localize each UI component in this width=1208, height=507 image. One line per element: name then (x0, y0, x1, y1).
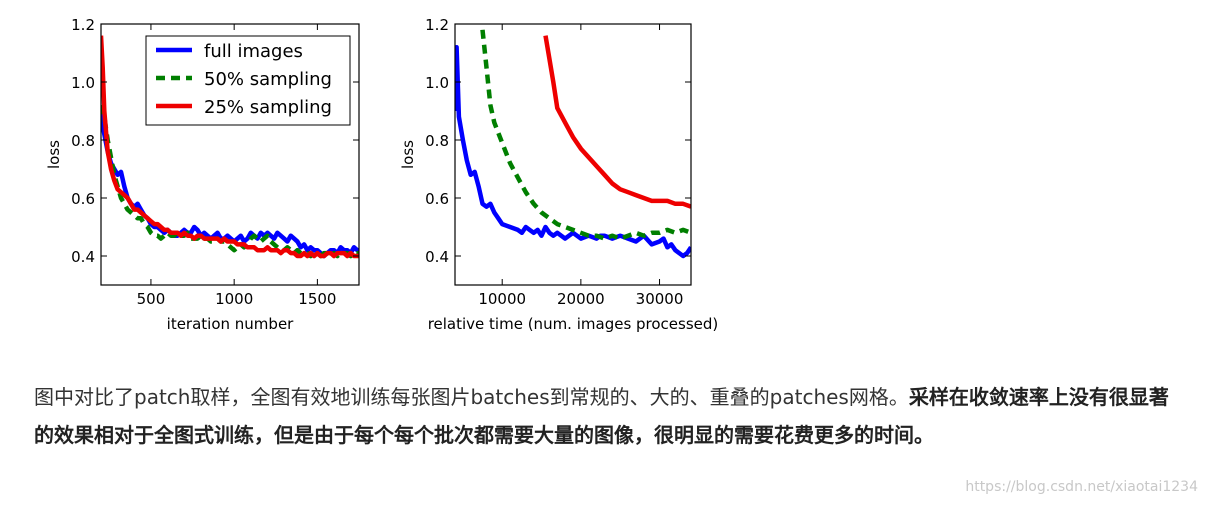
legend-box (145, 35, 351, 126)
chart-relative-time: 0.4 0.6 0.8 1.0 1.2 10000 20000 30000 relative t… (399, 16, 718, 333)
x-tick-label: 10000 (478, 290, 526, 308)
y-tick-label: 0.6 (425, 190, 449, 208)
x-tick-label: 20000 (557, 290, 605, 308)
caption-normal-text: 图中对比了patch取样，全图有效地训练每张图片batches到常规的、大的、重… (34, 385, 909, 409)
y-tick-label: 0.4 (71, 248, 95, 266)
series-line-full-images (455, 44, 691, 259)
plot-frame (100, 23, 360, 286)
y-tick-label: 0.8 (71, 132, 95, 150)
x-tick-label: 1000 (215, 290, 253, 308)
series-line-25-sampling (101, 35, 359, 259)
x-axis-label: iteration number (167, 315, 295, 333)
watermark-url: https://blog.csdn.net/xiaotai1234 (965, 479, 1198, 495)
caption-bold-text: 采样在收敛速率上没有很显著的效果相对于全图式训练，但是由于每个每个批次都需要大量… (34, 385, 1169, 447)
plot-frame (454, 23, 692, 286)
y-tick-label: 1.0 (425, 74, 449, 92)
legend-label: 25% sampling (204, 97, 332, 118)
series-line-full-images (101, 110, 359, 259)
series-line-50-sampling (480, 29, 691, 241)
x-tick-label: 30000 (636, 290, 684, 308)
y-tick-label: 0.4 (425, 248, 449, 266)
x-tick-label: 500 (137, 290, 166, 308)
caption-paragraph: 图中对比了patch取样，全图有效地训练每张图片batches到常规的、大的、重… (34, 378, 1184, 454)
y-tick-label: 0.8 (425, 132, 449, 150)
legend-label: full images (204, 41, 303, 62)
x-axis-label: relative time (num. images processed) (428, 315, 719, 333)
y-tick-label: 1.2 (425, 16, 449, 34)
series-line-50-sampling (101, 104, 359, 259)
y-tick-label: 0.6 (71, 190, 95, 208)
legend-label: 50% sampling (204, 69, 332, 90)
series-line-25-sampling (543, 35, 691, 209)
y-axis-label: loss (399, 140, 417, 169)
y-tick-label: 1.0 (71, 74, 95, 92)
y-axis-label: loss (45, 140, 63, 169)
x-tick-label: 1500 (298, 290, 336, 308)
y-tick-label: 1.2 (71, 16, 95, 34)
